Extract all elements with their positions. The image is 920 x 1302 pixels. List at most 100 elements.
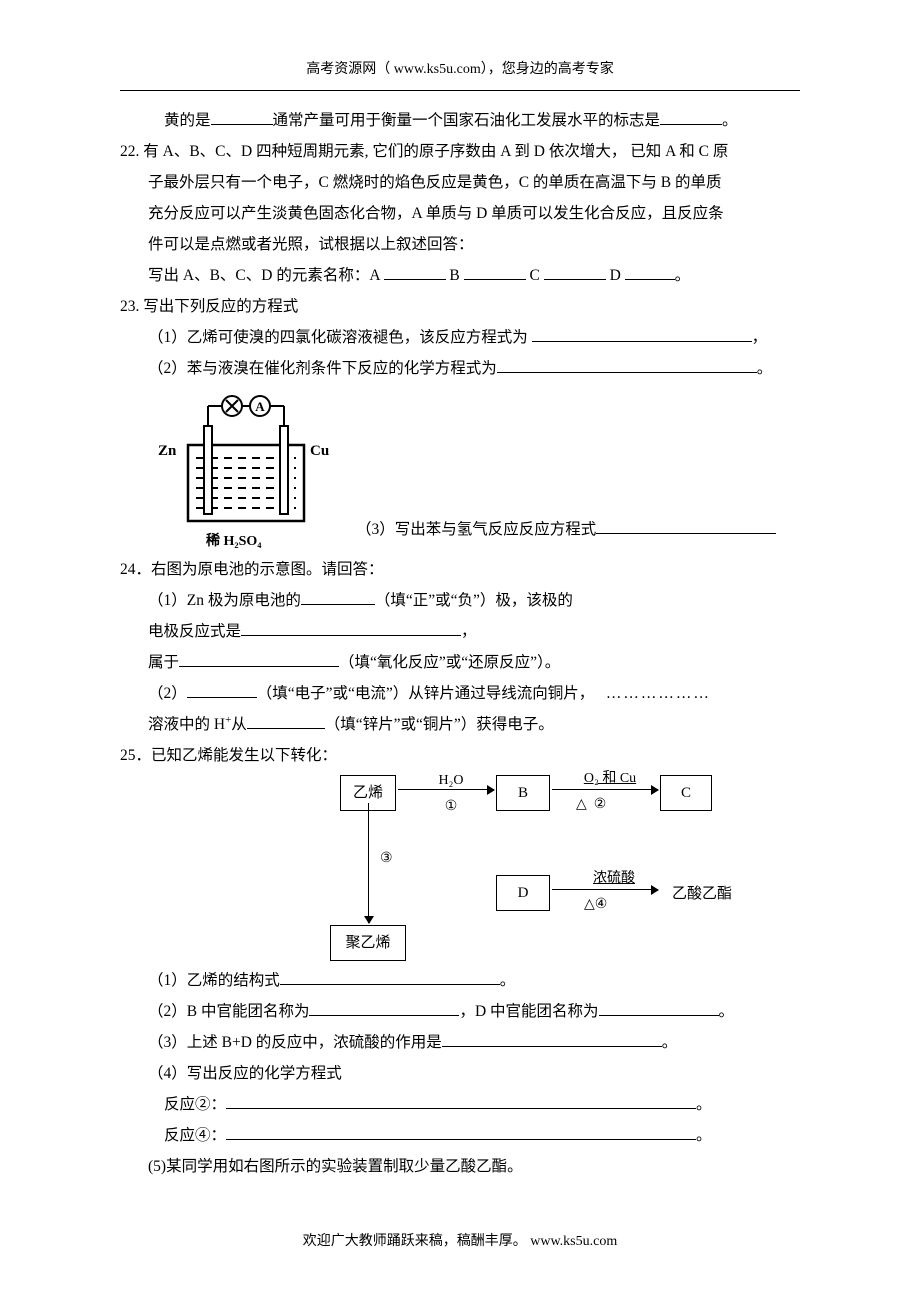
blank bbox=[532, 327, 752, 343]
header-text-left: 高考资源网（ bbox=[306, 62, 390, 77]
frag-text-1: 黄的是 bbox=[164, 112, 211, 129]
q23-sub2: （2）苯与液溴在催化剂条件下反应的化学方程式为。 bbox=[120, 353, 800, 384]
q23-sub1: （1）乙烯可使溴的四氯化碳溶液褪色，该反应方程式为 ， bbox=[120, 322, 800, 353]
flow-label-c3: ③ bbox=[380, 845, 393, 873]
q24-sub1a: （1）Zn 极为原电池的（填“正”或“负”）极，该极的 bbox=[120, 585, 800, 616]
q22-text: D bbox=[610, 267, 621, 284]
q22-text: B bbox=[449, 267, 459, 284]
blank bbox=[497, 358, 757, 374]
blank bbox=[226, 1125, 696, 1141]
blank bbox=[384, 265, 446, 281]
q25-text: 反应④： bbox=[164, 1127, 226, 1144]
page: 高考资源网（ www.ks5u.com ），您身边的高考专家 黄的是 通常产量可用于… bbox=[0, 0, 920, 1302]
blank bbox=[187, 683, 257, 699]
blank bbox=[280, 970, 500, 986]
q24-text: （填“氧化反应”或“还原反应”）。 bbox=[339, 654, 560, 671]
battery-svg: A bbox=[160, 390, 330, 540]
q22-line3: 充分反应可以产生淡黄色固态化合物，A 单质与 D 单质可以发生化合反应，且反应条 bbox=[120, 198, 800, 229]
q22-number: 22. bbox=[120, 143, 143, 160]
flow-label-c1: ① bbox=[436, 793, 466, 821]
q23-number: 23. bbox=[120, 298, 143, 315]
q24-text: （1）Zn 极为原电池的 bbox=[148, 592, 301, 609]
battery-figure: A Zn Cu 稀 H₂SO₄ （3）写出苯与氢气反应反应方程式 bbox=[160, 390, 800, 550]
flow-label-h2so4: 浓硫酸 bbox=[584, 865, 644, 893]
q25-text: 已知乙烯能发生以下转化： bbox=[151, 747, 337, 764]
q23-text: （2）苯与液溴在催化剂条件下反应的化学方程式为 bbox=[148, 360, 497, 377]
zn-label: Zn bbox=[158, 436, 176, 466]
flow-label-o2cu: O₂ 和 Cu bbox=[570, 765, 650, 793]
flow-arrow-3 bbox=[368, 803, 369, 923]
q24-text: 属于 bbox=[148, 654, 179, 671]
q22-line2: 子最外层只有一个电子，C 燃烧时的焰色反应是黄色，C 的单质在高温下与 B 的单… bbox=[120, 167, 800, 198]
frag-text-2: 通常产量可用于衡量一个国家石油化工发展水平的标志是 bbox=[273, 112, 661, 129]
flow-label-tri4: △④ bbox=[584, 891, 607, 919]
q25-reaction4: 反应④：。 bbox=[120, 1120, 800, 1151]
q25-text: ，D 中官能团名称为 bbox=[459, 1003, 598, 1020]
q24-text: （2） bbox=[148, 685, 187, 702]
blank bbox=[247, 714, 325, 730]
q25-number: 25． bbox=[120, 747, 151, 764]
svg-text:A: A bbox=[255, 399, 265, 414]
q22-text: 有 A、B、C、D 四种短周期元素, 它们的原子序数由 A 到 D 依次增大， … bbox=[143, 143, 728, 160]
q24-text: 溶液中的 H bbox=[148, 716, 225, 733]
header-rule bbox=[120, 90, 800, 91]
flow-box-d: D bbox=[496, 875, 550, 911]
q22-text: 子最外层只有一个电子，C 燃烧时的焰色反应是黄色，C 的单质在高温下与 B 的单… bbox=[148, 174, 722, 191]
q22-text: 充分反应可以产生淡黄色固态化合物，A 单质与 D 单质可以发生化合反应，且反应条 bbox=[148, 205, 724, 222]
flow-label-tri2: △ ② bbox=[576, 791, 606, 819]
tri: △ bbox=[584, 897, 595, 912]
blank bbox=[301, 590, 375, 606]
q24-text: 右图为原电池的示意图。请回答： bbox=[151, 561, 384, 578]
cu-label: Cu bbox=[310, 436, 329, 466]
blank bbox=[226, 1094, 696, 1110]
c2: ② bbox=[594, 797, 607, 812]
q25-text: 反应②： bbox=[164, 1096, 226, 1113]
blank bbox=[442, 1032, 662, 1048]
q24-text: 电极反应式是 bbox=[148, 623, 241, 640]
blank bbox=[464, 265, 526, 281]
q23-title: 23. 写出下列反应的方程式 bbox=[120, 291, 800, 322]
blank bbox=[596, 519, 776, 535]
q24-sub2a: （2） （填“电子”或“电流”）从锌片通过导线流向铜片， ……………… bbox=[120, 678, 800, 709]
q24-sub2b: 溶液中的 H+从（填“锌片”或“铜片”）获得电子。 bbox=[120, 709, 800, 740]
q25-sub5: (5)某同学用如右图所示的实验装置制取少量乙酸乙酯。 bbox=[120, 1151, 800, 1182]
blank bbox=[211, 110, 273, 126]
blank bbox=[309, 1001, 459, 1017]
q25-sub3: （3）上述 B+D 的反应中，浓硫酸的作用是。 bbox=[120, 1027, 800, 1058]
blank bbox=[241, 621, 461, 637]
q25-text: （3）上述 B+D 的反应中，浓硫酸的作用是 bbox=[148, 1034, 442, 1051]
q23-text: 写出下列反应的方程式 bbox=[143, 298, 298, 315]
q23-sub3: （3）写出苯与氢气反应反应方程式 bbox=[356, 514, 776, 545]
blank bbox=[544, 265, 606, 281]
q22-line5: 写出 A、B、C、D 的元素名称：A B C D 。 bbox=[120, 260, 800, 291]
tri: △ bbox=[576, 797, 587, 812]
q23-text: （1）乙烯可使溴的四氯化碳溶液褪色，该反应方程式为 bbox=[148, 329, 532, 346]
q24-number: 24． bbox=[120, 561, 151, 578]
acid-label: 稀 H₂SO₄ bbox=[206, 528, 261, 556]
blank bbox=[625, 265, 675, 281]
header-text-right: ），您身边的高考专家 bbox=[481, 62, 614, 77]
q22-text: 写出 A、B、C、D 的元素名称：A bbox=[148, 267, 380, 284]
q24-text: （填“电子”或“电流”）从锌片通过导线流向铜片， bbox=[257, 685, 595, 702]
dotted-fold-marker: ……………… bbox=[606, 678, 711, 709]
flow-box-c: C bbox=[660, 775, 712, 811]
page-footer: 欢迎广大教师踊跃来稿，稿酬丰厚。 www.ks5u.com bbox=[0, 1228, 920, 1256]
q25-sub4: （4）写出反应的化学方程式 bbox=[120, 1058, 800, 1089]
q22-line1: 22. 有 A、B、C、D 四种短周期元素, 它们的原子序数由 A 到 D 依次… bbox=[120, 136, 800, 167]
q25-flowchart: 乙烯 B C D 聚乙烯 H₂O ① O₂ 和 Cu △ ② ③ 浓硫酸 △④ … bbox=[330, 765, 800, 965]
q25-sub2: （2）B 中官能团名称为，D 中官能团名称为。 bbox=[120, 996, 800, 1027]
flow-label-h2o: H₂O bbox=[426, 767, 476, 795]
q23-text: （3）写出苯与氢气反应反应方程式 bbox=[356, 521, 596, 538]
footer-url: www.ks5u.com bbox=[530, 1234, 617, 1249]
q25-text: （1）乙烯的结构式 bbox=[148, 972, 280, 989]
q24-sub1b: 电极反应式是， bbox=[120, 616, 800, 647]
flow-box-poly: 聚乙烯 bbox=[330, 925, 406, 961]
q22-text: 件可以是点燃或者光照，试根据以上叙述回答： bbox=[148, 236, 474, 253]
q22-line4: 件可以是点燃或者光照，试根据以上叙述回答： bbox=[120, 229, 800, 260]
q24-sub1c: 属于 （填“氧化反应”或“还原反应”）。 bbox=[120, 647, 800, 678]
q24-text: （填“锌片”或“铜片”）获得电子。 bbox=[325, 716, 554, 733]
flow-label-ester: 乙酸乙酯 bbox=[662, 879, 742, 909]
c4: ④ bbox=[595, 897, 608, 912]
q25-reaction2: 反应②：。 bbox=[120, 1089, 800, 1120]
q22-text: C bbox=[530, 267, 540, 284]
